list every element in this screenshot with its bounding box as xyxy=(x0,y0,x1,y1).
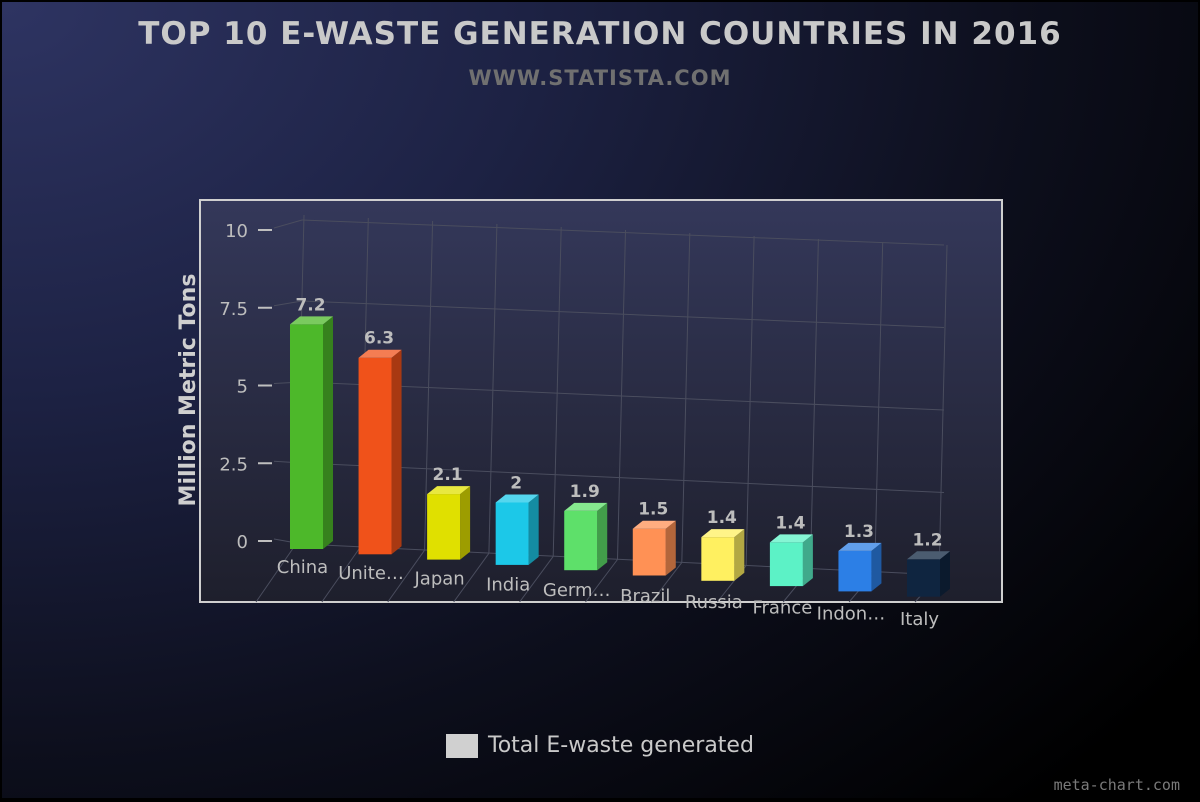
bar-side xyxy=(528,494,539,565)
chart-title: TOP 10 E-WASTE GENERATION COUNTRIES IN 2… xyxy=(138,16,1062,52)
legend-swatch xyxy=(446,733,478,758)
bar-front xyxy=(564,510,598,571)
bar xyxy=(907,551,950,597)
chart-subtitle: WWW.STATISTA.COM xyxy=(468,66,732,90)
x-tick-label: China xyxy=(277,557,328,578)
bar-front xyxy=(838,550,872,592)
y-tick-label: 10 xyxy=(225,221,248,242)
bar xyxy=(632,520,676,576)
bar-side xyxy=(734,529,745,581)
watermark: meta-chart.com xyxy=(1053,776,1180,794)
bar-front xyxy=(701,537,735,581)
bar-side xyxy=(460,486,471,560)
data-label: 1.5 xyxy=(638,500,668,520)
data-label: 7.2 xyxy=(295,295,325,315)
data-label: 1.3 xyxy=(844,522,874,542)
bar-top xyxy=(358,349,402,358)
x-tick-label: Germ… xyxy=(543,580,611,601)
x-tick-label: Unite… xyxy=(338,563,404,584)
bar-top xyxy=(495,494,539,503)
bar-front xyxy=(427,494,461,560)
data-label: 2 xyxy=(510,474,522,494)
data-label: 2.1 xyxy=(433,465,463,485)
bar-side xyxy=(802,534,813,587)
bar-side xyxy=(940,551,950,597)
bar xyxy=(427,486,471,560)
x-tick-label: Brazil xyxy=(620,586,670,607)
bar xyxy=(495,494,539,565)
bar xyxy=(769,534,813,587)
bar-side xyxy=(323,316,333,549)
bar-top xyxy=(427,486,471,495)
bar-top xyxy=(701,529,745,538)
y-tick-label: 0 xyxy=(237,532,248,553)
y-axis-title: Million Metric Tons xyxy=(176,274,201,507)
x-tick-label: France xyxy=(752,598,812,619)
y-tick-label: 7.5 xyxy=(219,299,248,320)
bar xyxy=(358,349,402,555)
x-tick-label: Indon… xyxy=(817,603,886,624)
bar-front xyxy=(632,528,666,576)
x-tick-label: Japan xyxy=(414,569,465,590)
bar-side xyxy=(871,542,882,592)
x-tick-label: Russia xyxy=(685,592,743,613)
legend-label: Total E-waste generated xyxy=(488,733,754,758)
bar-side xyxy=(391,349,402,555)
bars xyxy=(290,316,950,597)
y-tick-label: 5 xyxy=(237,377,248,398)
data-label: 1.2 xyxy=(912,530,942,550)
x-tick-label: India xyxy=(486,574,530,595)
bar-top xyxy=(907,551,950,560)
labels: 0 2.5 5 7.5 10 7.2 China 6.3 Unite… 2.1 Japan 2 Indi… xyxy=(219,221,942,630)
bar xyxy=(838,542,882,592)
bar-top xyxy=(632,520,676,529)
bar-side xyxy=(665,520,676,576)
bar-front xyxy=(495,502,529,565)
bar-top xyxy=(290,316,333,325)
legend: Total E-waste generated xyxy=(446,733,754,758)
data-label: 1.9 xyxy=(570,482,600,502)
bar-top xyxy=(769,534,813,543)
y-tick-label: 2.5 xyxy=(219,454,248,475)
data-label: 1.4 xyxy=(707,508,737,528)
bar-front xyxy=(769,542,803,587)
x-tick-label: Italy xyxy=(900,609,939,630)
bar xyxy=(701,529,745,581)
bar-top xyxy=(564,502,608,511)
bar xyxy=(290,316,333,549)
data-label: 1.4 xyxy=(775,513,805,533)
bar-front xyxy=(358,357,392,555)
bar-front xyxy=(907,559,940,597)
bar-side xyxy=(597,502,608,571)
bar-front xyxy=(290,324,323,549)
bar xyxy=(564,502,608,571)
data-label: 6.3 xyxy=(364,329,394,349)
bar-top xyxy=(838,542,882,551)
